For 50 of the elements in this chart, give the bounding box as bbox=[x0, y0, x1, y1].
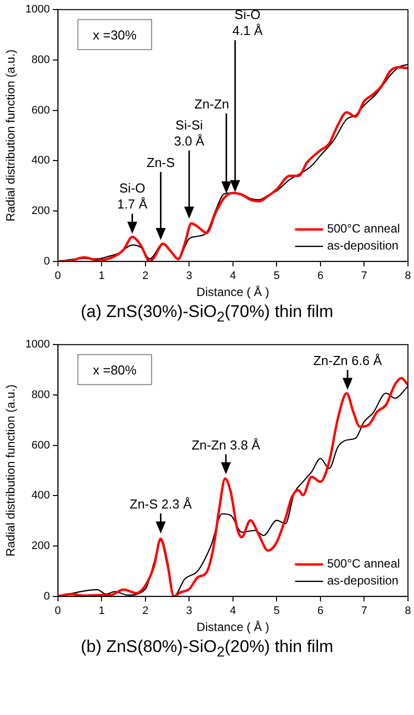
y-tick-label: 0 bbox=[44, 255, 50, 268]
x-tick-label: 0 bbox=[54, 605, 61, 618]
x-tick-label: 6 bbox=[317, 605, 324, 618]
legend-label: 500°C anneal bbox=[327, 557, 400, 572]
x-tick-label: 4 bbox=[230, 270, 236, 282]
y-tick-label: 600 bbox=[32, 440, 50, 452]
y-tick-label: 1000 bbox=[25, 339, 50, 352]
y-tick-label: 200 bbox=[32, 205, 50, 218]
x-tick-label: 8 bbox=[404, 605, 412, 618]
text: (a) ZnS(30%)-SiO$_{2}$(70%) thin film bbox=[80, 302, 334, 326]
y-axis-title: Radial distribution function (a.u.) bbox=[4, 49, 18, 222]
y-tick-label: 400 bbox=[32, 490, 50, 502]
x-tick-label: 7 bbox=[361, 270, 368, 282]
x-tick-label: 2 bbox=[142, 605, 148, 618]
x-tick-label: 3 bbox=[186, 605, 192, 618]
y-tick-label: 800 bbox=[32, 389, 50, 402]
annotation: Zn-S 2.3 Å bbox=[130, 496, 192, 512]
y-tick-label: 1000 bbox=[25, 4, 50, 16]
x-tick-label: 5 bbox=[274, 270, 280, 282]
x-tick-label: 1 bbox=[98, 270, 105, 282]
x-tick-label: 2 bbox=[142, 270, 148, 282]
annotation: Zn-S bbox=[146, 154, 176, 170]
y-axis-title: Radial distribution function (a.u.) bbox=[4, 384, 18, 557]
annotation: Zn-Zn 6.6 Å bbox=[313, 353, 382, 368]
text: (b) ZnS(80%)-SiO$_{2}$(20%) thin film bbox=[80, 637, 334, 661]
x-tick-label: 4 bbox=[230, 605, 236, 618]
annotation: Si-O 1.7 Å bbox=[117, 180, 148, 212]
x-tick-label: 7 bbox=[361, 605, 368, 618]
x-axis-title: Distance ( Å ) bbox=[196, 620, 270, 635]
y-tick-label: 0 bbox=[44, 590, 50, 603]
legend-label: 500°C anneal bbox=[327, 222, 400, 236]
annotation: Si-Si 3.0 Å bbox=[174, 118, 205, 149]
y-tick-label: 200 bbox=[32, 540, 50, 552]
x-axis-title: Distance ( Å ) bbox=[196, 285, 270, 300]
annotation: x =30% bbox=[92, 28, 138, 43]
legend-label: as-deposition bbox=[327, 574, 398, 588]
x-tick-label: 1 bbox=[98, 605, 105, 618]
annotation: Zn-Zn bbox=[194, 96, 230, 112]
annotation: x =80% bbox=[92, 362, 138, 378]
annotation: Zn-Zn 3.8 Å bbox=[192, 438, 261, 453]
y-tick-label: 600 bbox=[32, 104, 50, 116]
x-tick-label: 8 bbox=[404, 270, 412, 282]
x-tick-label: 6 bbox=[317, 270, 324, 282]
annotation: Si-O 4.1 Å bbox=[232, 7, 264, 38]
legend-label: as-deposition bbox=[327, 238, 398, 253]
y-tick-label: 800 bbox=[32, 54, 50, 66]
x-tick-label: 5 bbox=[274, 605, 280, 618]
x-tick-label: 0 bbox=[54, 270, 61, 282]
y-tick-label: 400 bbox=[32, 154, 50, 167]
x-tick-label: 3 bbox=[186, 270, 192, 282]
